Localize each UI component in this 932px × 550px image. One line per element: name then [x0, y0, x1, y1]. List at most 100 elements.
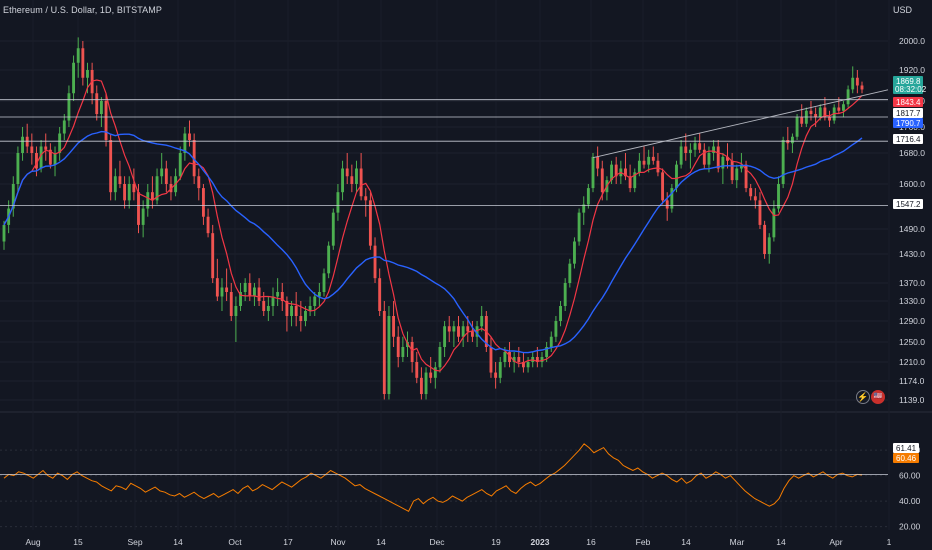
lightning-icon[interactable]: ⚡ [856, 390, 870, 404]
candle-body [716, 146, 720, 169]
candle-body [39, 146, 43, 169]
candle-body [127, 184, 131, 201]
currency-label: USD [892, 5, 912, 15]
price-label-value: 1843.4 [896, 98, 921, 107]
candle-body [809, 110, 813, 114]
candle-body [633, 172, 637, 189]
candle-body [656, 160, 660, 173]
price-tick-label: 1174.0 [899, 376, 925, 386]
candle-body [642, 160, 646, 165]
candle-body [846, 89, 850, 105]
price-label-badge [893, 118, 923, 128]
candle-body [290, 306, 293, 316]
candle-body [229, 292, 233, 316]
candle-body [461, 326, 465, 337]
candle-body [215, 278, 219, 297]
candle-body [304, 311, 307, 321]
candle-body [419, 377, 423, 395]
candle-body [540, 357, 544, 362]
time-tick-label: 17 [283, 537, 293, 547]
price-tick-label: 1330.0 [899, 296, 925, 306]
candle-body [438, 347, 442, 368]
symbol-title: Ethereum / U.S. Dollar, 1D, BITSTAMP [3, 5, 162, 15]
candle-body [503, 352, 507, 362]
candle-body [702, 149, 706, 165]
time-tick-label: 14 [173, 537, 183, 547]
time-tick-label: 15 [73, 537, 83, 547]
time-tick-label: Mar [730, 537, 745, 547]
candle-body [118, 176, 122, 184]
candle-body [549, 336, 553, 347]
candle-body [62, 120, 66, 134]
candle-body [341, 168, 344, 193]
candle-body [489, 347, 493, 373]
candle-body [160, 168, 164, 177]
candle-body [294, 306, 298, 316]
price-label-countdown: 08:32:02 [895, 85, 927, 94]
candle-body [790, 136, 794, 144]
candle-body [777, 184, 780, 209]
osc-label-value: 60.46 [896, 454, 917, 463]
candle-body [470, 331, 474, 337]
candle-body [276, 292, 280, 297]
candle-body [345, 168, 349, 177]
candle-body [141, 208, 145, 225]
candle-body [220, 287, 224, 297]
candle-body [266, 306, 270, 311]
candle-body [2, 224, 6, 242]
osc-label-value: 61.41 [896, 444, 917, 453]
candle-body [573, 241, 576, 264]
candle-body [257, 287, 261, 301]
candle-body [591, 156, 595, 189]
candle-body [95, 93, 99, 114]
osc-tick-label: 60.00 [899, 471, 921, 481]
candle-body [396, 336, 400, 357]
candle-body [192, 140, 196, 177]
candle-body [512, 357, 516, 362]
candle-body [16, 153, 20, 184]
candle-body [828, 117, 831, 121]
candle-body [679, 146, 683, 165]
candle-body [280, 292, 284, 301]
candle-body [253, 287, 256, 297]
price-label-badge [893, 76, 923, 94]
candle-body [48, 149, 52, 165]
candle-body [123, 184, 127, 201]
candle-body [688, 149, 692, 153]
candle-body [457, 326, 460, 337]
candle-body [707, 153, 711, 165]
candle-body [767, 237, 771, 254]
price-label-value: 1869.8 [896, 77, 921, 86]
candle-body [568, 263, 572, 283]
candle-body [600, 168, 604, 193]
candle-body [586, 188, 590, 205]
candle-body [545, 347, 549, 357]
us-flag-icon[interactable]: 🇺🇸 [871, 390, 885, 404]
candle-body [336, 192, 340, 213]
candle-body [522, 362, 525, 368]
candle-body [786, 140, 790, 144]
price-tick-label: 1920.0 [899, 65, 925, 75]
candle-body [164, 168, 168, 184]
candle-body [262, 301, 266, 311]
candle-body [781, 140, 785, 184]
candle-body [317, 292, 321, 297]
ma-slow-line [3, 130, 863, 354]
price-label-value: 1716.4 [896, 135, 921, 144]
candle-body [364, 196, 368, 201]
candle-body [554, 321, 558, 337]
candle-body [837, 107, 841, 111]
candle-body [327, 245, 331, 274]
candle-body [535, 357, 539, 362]
time-tick-label: Aug [25, 537, 40, 547]
candle-body [628, 176, 632, 189]
candle-body [67, 93, 71, 121]
candle-body [698, 143, 702, 150]
candle-body [137, 192, 140, 225]
price-label-badge [893, 108, 923, 118]
candle-body [665, 200, 669, 209]
candle-body [735, 168, 739, 181]
candle-body [758, 200, 762, 225]
candle-body [299, 316, 303, 321]
